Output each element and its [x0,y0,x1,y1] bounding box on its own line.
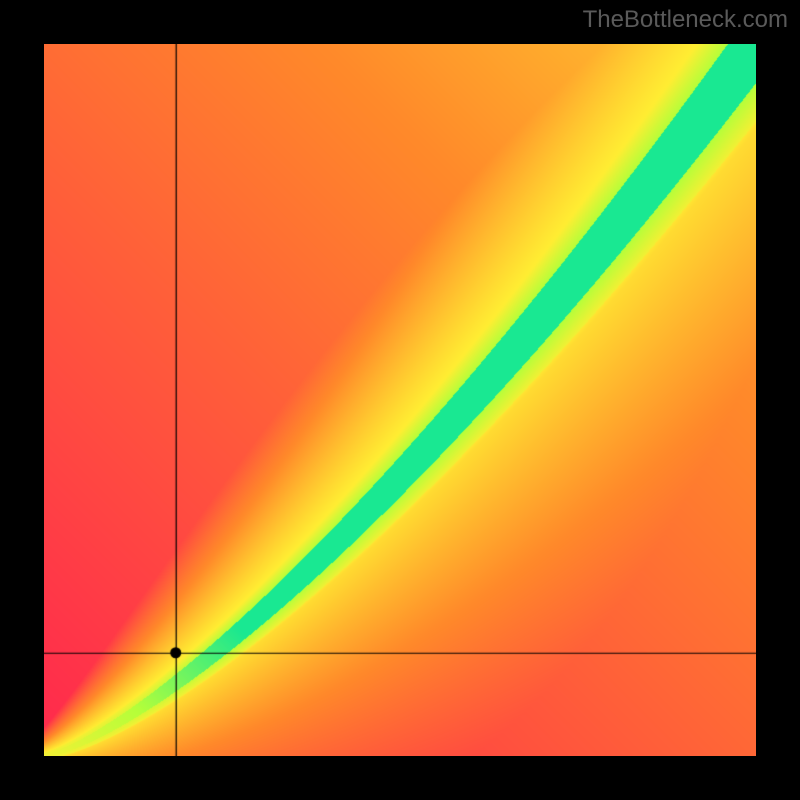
watermark-text: TheBottleneck.com [583,6,788,34]
heatmap-plot [44,44,756,756]
heatmap-canvas [44,44,756,756]
chart-container: TheBottleneck.com [0,0,800,800]
